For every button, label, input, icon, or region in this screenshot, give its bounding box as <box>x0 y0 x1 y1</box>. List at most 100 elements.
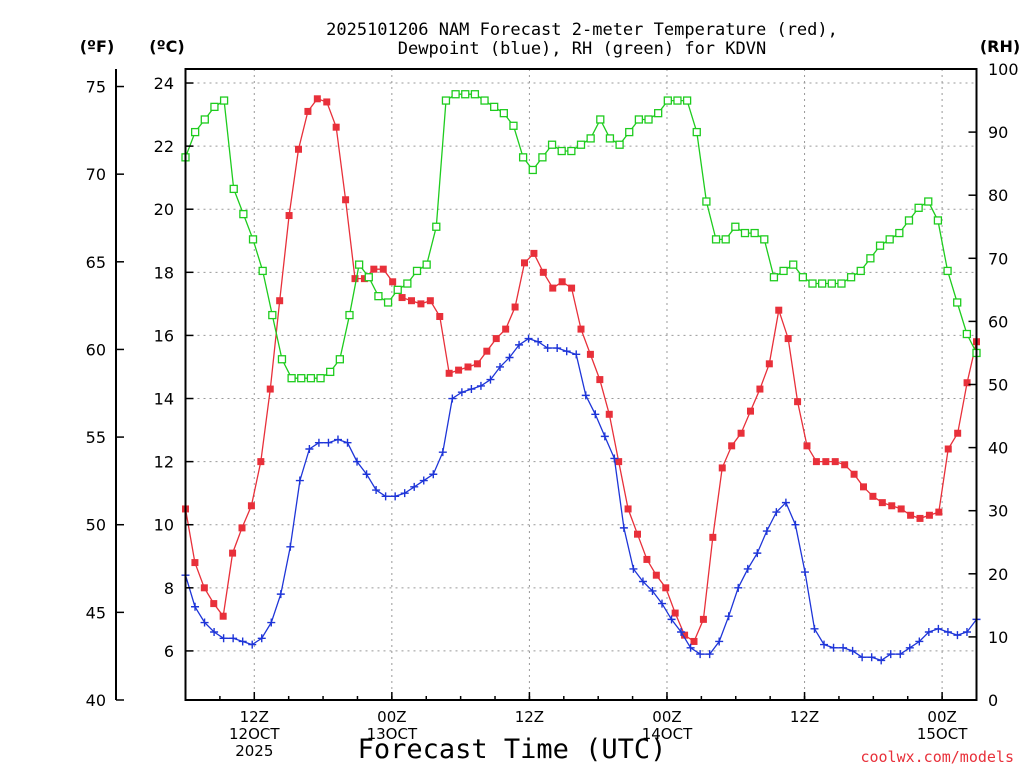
rh-point <box>518 153 528 162</box>
x-tick-label: 12OCT <box>229 725 280 743</box>
dewpoint-point <box>820 640 829 649</box>
celsius-tick-label: 24 <box>154 74 174 93</box>
temperature-point <box>436 312 444 320</box>
dewpoint-point <box>629 564 638 573</box>
temperature-point <box>295 145 302 153</box>
temperature-point <box>747 407 754 415</box>
rh-point <box>654 109 663 118</box>
rh-point <box>393 285 402 295</box>
temperature-point <box>502 325 510 333</box>
temperature-point <box>737 429 745 437</box>
temperature-point <box>615 458 623 466</box>
dewpoint-point <box>562 347 571 356</box>
rh-point <box>856 266 865 276</box>
temperature-point <box>822 458 830 466</box>
temperature-point <box>586 350 594 358</box>
plot-frame <box>184 68 978 701</box>
rh-unit-label: (RH) <box>980 37 1020 56</box>
dewpoint-point <box>877 656 886 665</box>
fahrenheit-tick-label: 70 <box>86 165 106 184</box>
rh-point <box>731 222 740 231</box>
x-tick-label: 15OCT <box>917 725 968 743</box>
dewpoint-point <box>896 650 905 659</box>
temperature-point <box>860 483 867 491</box>
temperature-point <box>191 559 199 567</box>
temperature-point <box>342 196 350 204</box>
rh-tick-label: 80 <box>988 186 1008 205</box>
dewpoint-point <box>734 583 743 592</box>
dewpoint-point <box>924 627 933 636</box>
temperature-point <box>511 303 519 311</box>
rh-point <box>644 115 653 124</box>
dewpoint-point <box>715 637 724 646</box>
dewpoint-point <box>667 615 676 624</box>
rh-point <box>200 115 209 124</box>
rh-point <box>538 153 547 162</box>
rh-point <box>422 260 431 269</box>
temperature-point <box>445 369 453 377</box>
dewpoint-point <box>791 520 800 529</box>
celsius-unit-label: (ºC) <box>149 37 184 56</box>
dewpoint-point <box>419 476 428 485</box>
dewpoint-point <box>267 618 276 627</box>
rh-point <box>383 298 393 307</box>
temperature-point <box>681 631 689 639</box>
rh-point <box>499 109 508 118</box>
dewpoint-point <box>705 650 714 659</box>
dewpoint-point <box>829 643 838 652</box>
rh-point <box>451 90 460 99</box>
dewpoint-point <box>467 385 476 394</box>
temperature-point <box>841 461 849 469</box>
temperature-point <box>398 294 406 302</box>
dewpoint-point <box>362 470 371 479</box>
temperature-point <box>360 275 368 283</box>
temperature-point <box>266 385 274 393</box>
temperature-point <box>690 637 698 645</box>
temperature-point <box>332 123 340 131</box>
rh-point <box>837 279 846 288</box>
temperature-point <box>285 212 293 220</box>
dewpoint-point <box>219 634 228 643</box>
dewpoint-point <box>457 388 466 397</box>
rh-point <box>924 197 933 206</box>
temperature-point <box>812 458 820 466</box>
dewpoint-point <box>534 337 543 346</box>
rh-point <box>625 127 634 137</box>
rh-tick-label: 10 <box>988 628 1008 647</box>
dewpoint-point <box>257 634 266 643</box>
rh-point <box>750 228 759 238</box>
rh-point <box>721 235 730 244</box>
rh-point <box>760 235 769 244</box>
dewpoint-point <box>210 627 219 636</box>
temperature-point <box>850 470 858 478</box>
dewpoint-point <box>781 498 790 507</box>
dewpoint-line <box>184 337 978 662</box>
temperature-point <box>907 511 915 519</box>
celsius-tick-label: 12 <box>154 453 174 472</box>
celsius-tick-label: 6 <box>164 642 174 661</box>
rh-point <box>490 102 499 112</box>
rh-point <box>943 266 952 276</box>
rh-point <box>827 279 836 288</box>
rh-point <box>769 273 779 282</box>
rh-point <box>248 235 258 244</box>
temperature-point <box>699 615 707 623</box>
dewpoint-point <box>839 643 848 652</box>
dewpoint-point <box>200 618 209 627</box>
dewpoint-point <box>381 492 390 501</box>
celsius-tick-label: 8 <box>164 579 174 598</box>
x-tick-label: 12Z <box>790 708 819 726</box>
temperature-point <box>558 278 566 286</box>
rh-tick-label: 50 <box>988 376 1008 395</box>
celsius-tick-label: 20 <box>154 200 174 219</box>
dewpoint-point <box>648 586 657 595</box>
rh-point <box>567 146 576 156</box>
rh-point <box>461 90 470 99</box>
rh-point <box>345 310 354 320</box>
dewpoint-point <box>324 438 333 447</box>
x-tick-label: 13OCT <box>367 725 418 743</box>
fahrenheit-tick-label: 60 <box>86 340 106 359</box>
temperature-series <box>182 95 980 645</box>
rh-point <box>885 235 894 244</box>
chart-title-line2: Dewpoint (blue), RH (green) for KDVN <box>398 39 766 59</box>
